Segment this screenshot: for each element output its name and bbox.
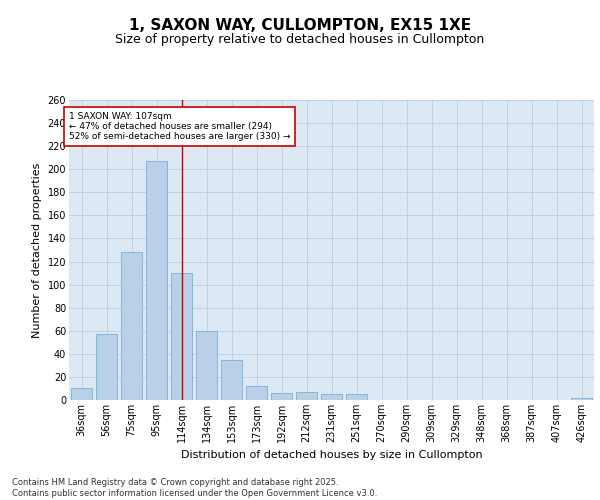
Y-axis label: Number of detached properties: Number of detached properties (32, 162, 42, 338)
Bar (196, 331, 217, 400)
Bar (221, 360, 242, 400)
Bar (146, 161, 167, 400)
Bar (96, 334, 117, 400)
Text: Size of property relative to detached houses in Cullompton: Size of property relative to detached ho… (115, 32, 485, 46)
Bar (171, 273, 192, 400)
Text: 1 SAXON WAY: 107sqm
← 47% of detached houses are smaller (294)
52% of semi-detac: 1 SAXON WAY: 107sqm ← 47% of detached ho… (69, 112, 290, 142)
Bar (346, 394, 367, 400)
Bar (571, 398, 592, 400)
Bar (246, 386, 267, 400)
Bar (296, 392, 317, 400)
X-axis label: Distribution of detached houses by size in Cullompton: Distribution of detached houses by size … (181, 450, 482, 460)
Text: Contains HM Land Registry data © Crown copyright and database right 2025.
Contai: Contains HM Land Registry data © Crown c… (12, 478, 377, 498)
Text: 1, SAXON WAY, CULLOMPTON, EX15 1XE: 1, SAXON WAY, CULLOMPTON, EX15 1XE (129, 18, 471, 32)
Bar (321, 394, 342, 400)
Bar (121, 252, 142, 400)
Bar (71, 388, 92, 400)
Bar (271, 393, 292, 400)
